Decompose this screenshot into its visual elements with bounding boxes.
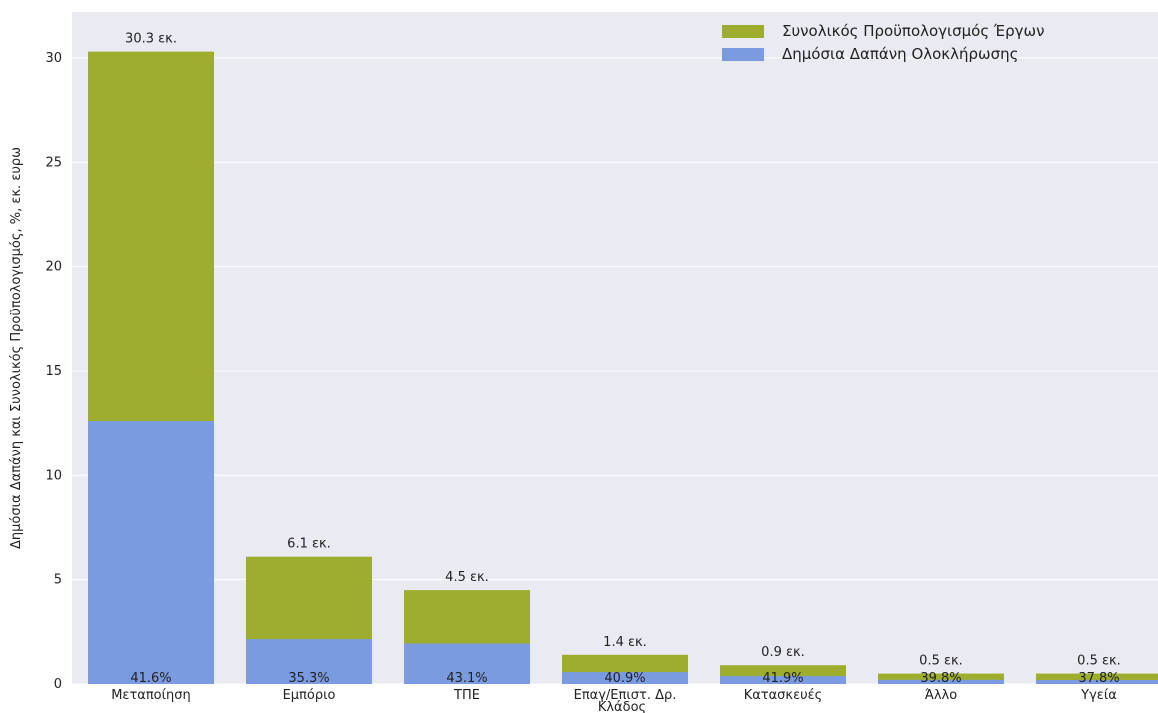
bar-labels: 30.3 εκ. 41.6% 6.1 εκ. 35.3% 4.5 εκ. 43.1% 1.4…: [125, 32, 1121, 686]
bar-total-label: 4.5 εκ.: [445, 570, 489, 585]
x-tick-label: ΤΠΕ: [453, 688, 480, 703]
y-tick-label: 30: [45, 51, 62, 66]
bar-total-label: 0.5 εκ.: [919, 654, 963, 669]
y-axis-label: Δημόσια Δαπάνη και Συνολικός Προϋπολογισ…: [9, 147, 24, 549]
bars: [88, 51, 1158, 685]
bar-total-budget: [1036, 673, 1158, 684]
y-tick-label: 15: [45, 364, 62, 379]
bar-total-label: 30.3 εκ.: [125, 32, 177, 47]
y-tick-label: 10: [45, 468, 62, 483]
x-tick-labels: Μεταποίηση Εμπόριο ΤΠΕ Επαγ/Επιστ. Δρ. Κατασ…: [111, 688, 1117, 703]
bar-percent-label: 40.9%: [604, 671, 645, 686]
x-tick-label: Κατασκευές: [744, 688, 823, 703]
x-tick-label: Άλλο: [925, 688, 957, 703]
x-tick-label: Εμπόριο: [283, 688, 336, 703]
x-tick-label: Μεταποίηση: [111, 688, 191, 703]
bar-percent-label: 43.1%: [446, 671, 487, 686]
bar-percent-label: 39.8%: [920, 671, 961, 686]
bar-public-expenditure: [1036, 680, 1158, 684]
legend-label: Συνολικός Προϋπολογισμός Έργων: [782, 22, 1044, 40]
bar-total-label: 0.9 εκ.: [761, 645, 805, 660]
bar-percent-label: 41.6%: [130, 671, 171, 686]
bar-public-expenditure: [720, 676, 846, 684]
bar-total-budget: [878, 673, 1004, 684]
x-tick-label: Υγεία: [1080, 688, 1117, 703]
x-tick-label: Επαγ/Επιστ. Δρ.: [574, 688, 677, 703]
bar-public-expenditure: [878, 679, 1004, 684]
plot-background: [72, 12, 1158, 684]
bar-total-label: 1.4 εκ.: [603, 635, 647, 650]
y-tick-label: 0: [54, 677, 62, 692]
bar-total-label: 6.1 εκ.: [287, 537, 331, 552]
bar-total-label: 0.5 εκ.: [1077, 654, 1121, 669]
y-tick-label: 25: [45, 155, 62, 170]
bar-percent-label: 41.9%: [762, 671, 803, 686]
bar-public-expenditure: [246, 639, 372, 684]
bar-public-expenditure: [562, 672, 688, 684]
bar-percent-label: 37.8%: [1078, 671, 1119, 686]
x-axis-label: Κλάδος: [598, 700, 646, 713]
legend-swatch: [722, 25, 764, 38]
bar-public-expenditure: [404, 643, 530, 684]
legend-label: Δημόσια Δαπάνη Ολοκλήρωσης: [782, 45, 1018, 63]
bar-percent-label: 35.3%: [288, 671, 329, 686]
bar-public-expenditure: [88, 421, 214, 684]
legend-swatch: [722, 48, 764, 61]
y-tick-labels: 0 5 10 15 20 25 30: [45, 51, 62, 692]
y-tick-label: 20: [45, 260, 62, 275]
legend: Συνολικός Προϋπολογισμός Έργων Δημόσια Δα…: [722, 22, 1044, 63]
y-tick-label: 5: [54, 573, 62, 588]
